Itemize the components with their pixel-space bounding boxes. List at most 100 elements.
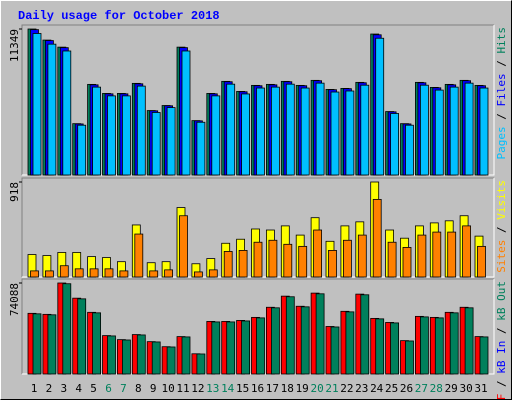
- bar: [166, 346, 176, 375]
- x-tick-label: 29: [445, 382, 458, 395]
- bar: [285, 296, 295, 375]
- legend-separator: /: [495, 107, 508, 127]
- x-tick-label: 17: [266, 382, 279, 395]
- x-tick-label: 8: [135, 382, 142, 395]
- x-tick-label: 3: [60, 382, 67, 395]
- bar: [434, 317, 444, 375]
- bar: [241, 320, 251, 375]
- x-tick-label: 4: [75, 382, 82, 395]
- bar: [196, 121, 206, 176]
- x-tick-label: 14: [221, 382, 235, 395]
- bar: [122, 339, 131, 375]
- bar: [447, 231, 457, 278]
- bar: [62, 283, 72, 375]
- x-tick-label: 10: [161, 382, 174, 395]
- bar: [449, 86, 459, 176]
- bar: [402, 247, 412, 278]
- y-tick-label: 11349: [8, 29, 21, 62]
- legend-entry: kB In: [495, 341, 508, 374]
- bar: [375, 318, 385, 375]
- bar: [226, 321, 236, 375]
- panel-bevel: [21, 177, 494, 277]
- bar: [477, 245, 486, 278]
- bar: [32, 33, 42, 176]
- bar: [464, 307, 474, 375]
- bar: [342, 239, 352, 278]
- bar: [122, 95, 131, 176]
- bar: [151, 341, 161, 375]
- legend-entry: Pages: [495, 126, 508, 159]
- x-tick-label: 23: [355, 382, 368, 395]
- bar: [164, 269, 174, 278]
- bar: [45, 270, 54, 278]
- bar: [300, 87, 310, 176]
- bar: [268, 239, 278, 278]
- bar: [464, 82, 474, 176]
- x-tick-label: 1: [31, 382, 38, 395]
- bar: [270, 86, 280, 176]
- bar: [149, 270, 159, 278]
- x-tick-label: 11: [176, 382, 189, 395]
- legend: Sites / Visits: [495, 180, 508, 273]
- bar: [253, 241, 263, 278]
- bar: [270, 307, 280, 375]
- x-tick-label: 2: [46, 382, 53, 395]
- bar: [77, 298, 87, 375]
- bar: [419, 84, 429, 176]
- bar: [134, 233, 144, 278]
- bar: [360, 294, 370, 375]
- bar: [151, 112, 161, 176]
- bar: [241, 93, 251, 176]
- legend-entry: kB Out: [495, 281, 508, 321]
- bar: [372, 198, 382, 278]
- bar: [92, 312, 101, 375]
- bar: [315, 82, 325, 176]
- bar: [330, 326, 340, 375]
- bar: [226, 83, 236, 176]
- bar: [181, 336, 191, 375]
- bar: [405, 124, 414, 176]
- bar: [256, 317, 265, 375]
- bar: [449, 312, 459, 375]
- bar: [345, 311, 355, 375]
- bar: [77, 124, 87, 176]
- x-tick-label: 30: [459, 382, 472, 395]
- bar: [462, 225, 472, 278]
- bar: [196, 353, 206, 375]
- chart-title: Daily usage for October 2018: [18, 9, 220, 23]
- x-tick-label: 15: [236, 382, 249, 395]
- bar: [104, 268, 114, 278]
- bar: [300, 306, 310, 375]
- x-tick-label: 24: [370, 382, 384, 395]
- x-tick-label: 26: [400, 382, 413, 395]
- bar: [193, 271, 203, 278]
- bar: [434, 89, 444, 176]
- bar: [136, 334, 146, 375]
- panel-bevel: [21, 278, 494, 374]
- legend-entry: Sites: [495, 240, 508, 273]
- bar: [107, 335, 116, 375]
- bar: [298, 245, 308, 278]
- bar: [92, 86, 101, 176]
- bar: [136, 85, 146, 176]
- bar: [74, 268, 84, 278]
- bar: [47, 43, 57, 176]
- bar: [417, 234, 427, 278]
- x-tick-label: 31: [474, 382, 487, 395]
- bar: [387, 241, 397, 278]
- bar: [479, 87, 489, 176]
- legend-separator: /: [495, 220, 508, 240]
- bar: [328, 250, 337, 278]
- bar: [30, 270, 39, 278]
- x-tick-label: 28: [430, 382, 443, 395]
- legend: Pages / Files / Hits: [495, 27, 508, 160]
- bar: [211, 95, 221, 176]
- legend-separator: /: [495, 54, 508, 74]
- bar: [419, 316, 429, 375]
- y-tick-label: 74088: [8, 283, 21, 316]
- bar: [32, 313, 42, 375]
- bar: [375, 37, 385, 176]
- x-tick-label: 16: [251, 382, 264, 395]
